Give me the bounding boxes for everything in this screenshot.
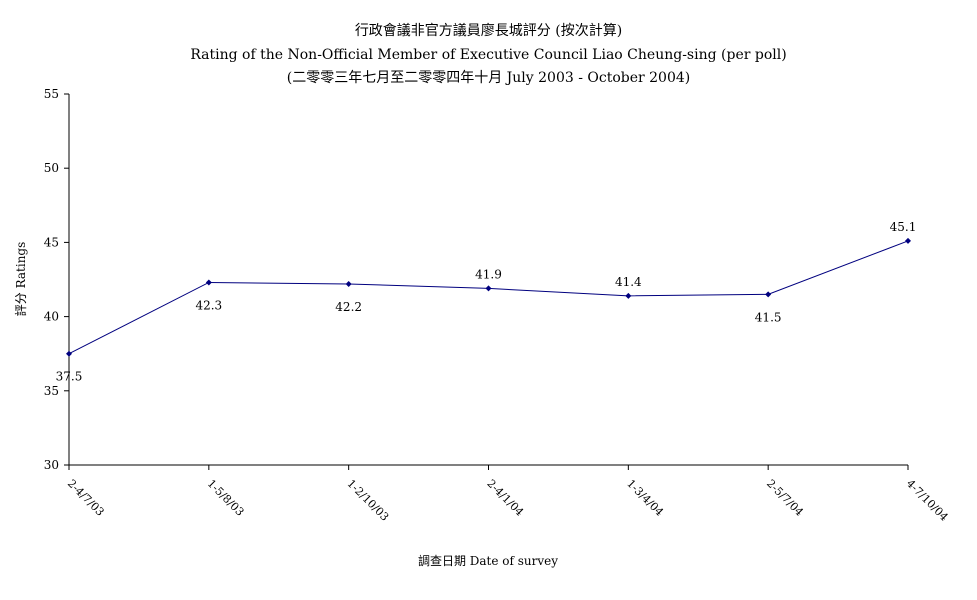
- x-tick-label: 1-3/4/04: [624, 477, 666, 519]
- data-point: [625, 292, 632, 299]
- x-tick-label: 4-7/10/04: [904, 477, 951, 524]
- data-label: 42.2: [335, 300, 362, 314]
- data-point: [765, 291, 772, 298]
- y-tick-label: 30: [44, 458, 59, 472]
- data-point: [345, 280, 352, 287]
- y-tick-label: 45: [44, 235, 59, 249]
- data-label: 42.3: [195, 298, 222, 312]
- data-point: [66, 350, 72, 357]
- chart-period: (二零零三年七月至二零零四年十月 July 2003 - October 200…: [286, 70, 691, 86]
- y-tick-label: 50: [44, 161, 59, 175]
- y-tick-label: 35: [44, 384, 59, 398]
- chart-title: 行政會議非官方議員廖長城評分 (按次計算): [354, 23, 623, 39]
- x-axis-title: 調查日期 Date of survey: [418, 554, 558, 568]
- chart-subtitle: Rating of the Non-Official Member of Exe…: [190, 47, 787, 63]
- y-tick-label: 55: [44, 87, 59, 101]
- data-label: 41.5: [755, 310, 782, 324]
- data-point: [205, 279, 212, 286]
- data-label: 37.5: [56, 370, 83, 384]
- data-point: [485, 285, 492, 292]
- y-axis-title: 評分 Ratings: [13, 242, 28, 317]
- x-tick-label: 1-2/10/03: [345, 477, 392, 524]
- x-tick-label: 1-5/8/03: [205, 477, 247, 519]
- y-tick-label: 40: [44, 310, 59, 324]
- data-label: 45.1: [890, 220, 917, 234]
- x-tick-label: 2-4/1/04: [484, 477, 526, 519]
- data-point: [905, 237, 911, 244]
- x-tick-label: 2-5/7/04: [764, 477, 806, 519]
- x-tick-label: 2-4/7/03: [65, 477, 107, 519]
- data-label: 41.9: [475, 267, 502, 281]
- series-line: [68, 240, 909, 355]
- data-label: 41.4: [615, 275, 642, 289]
